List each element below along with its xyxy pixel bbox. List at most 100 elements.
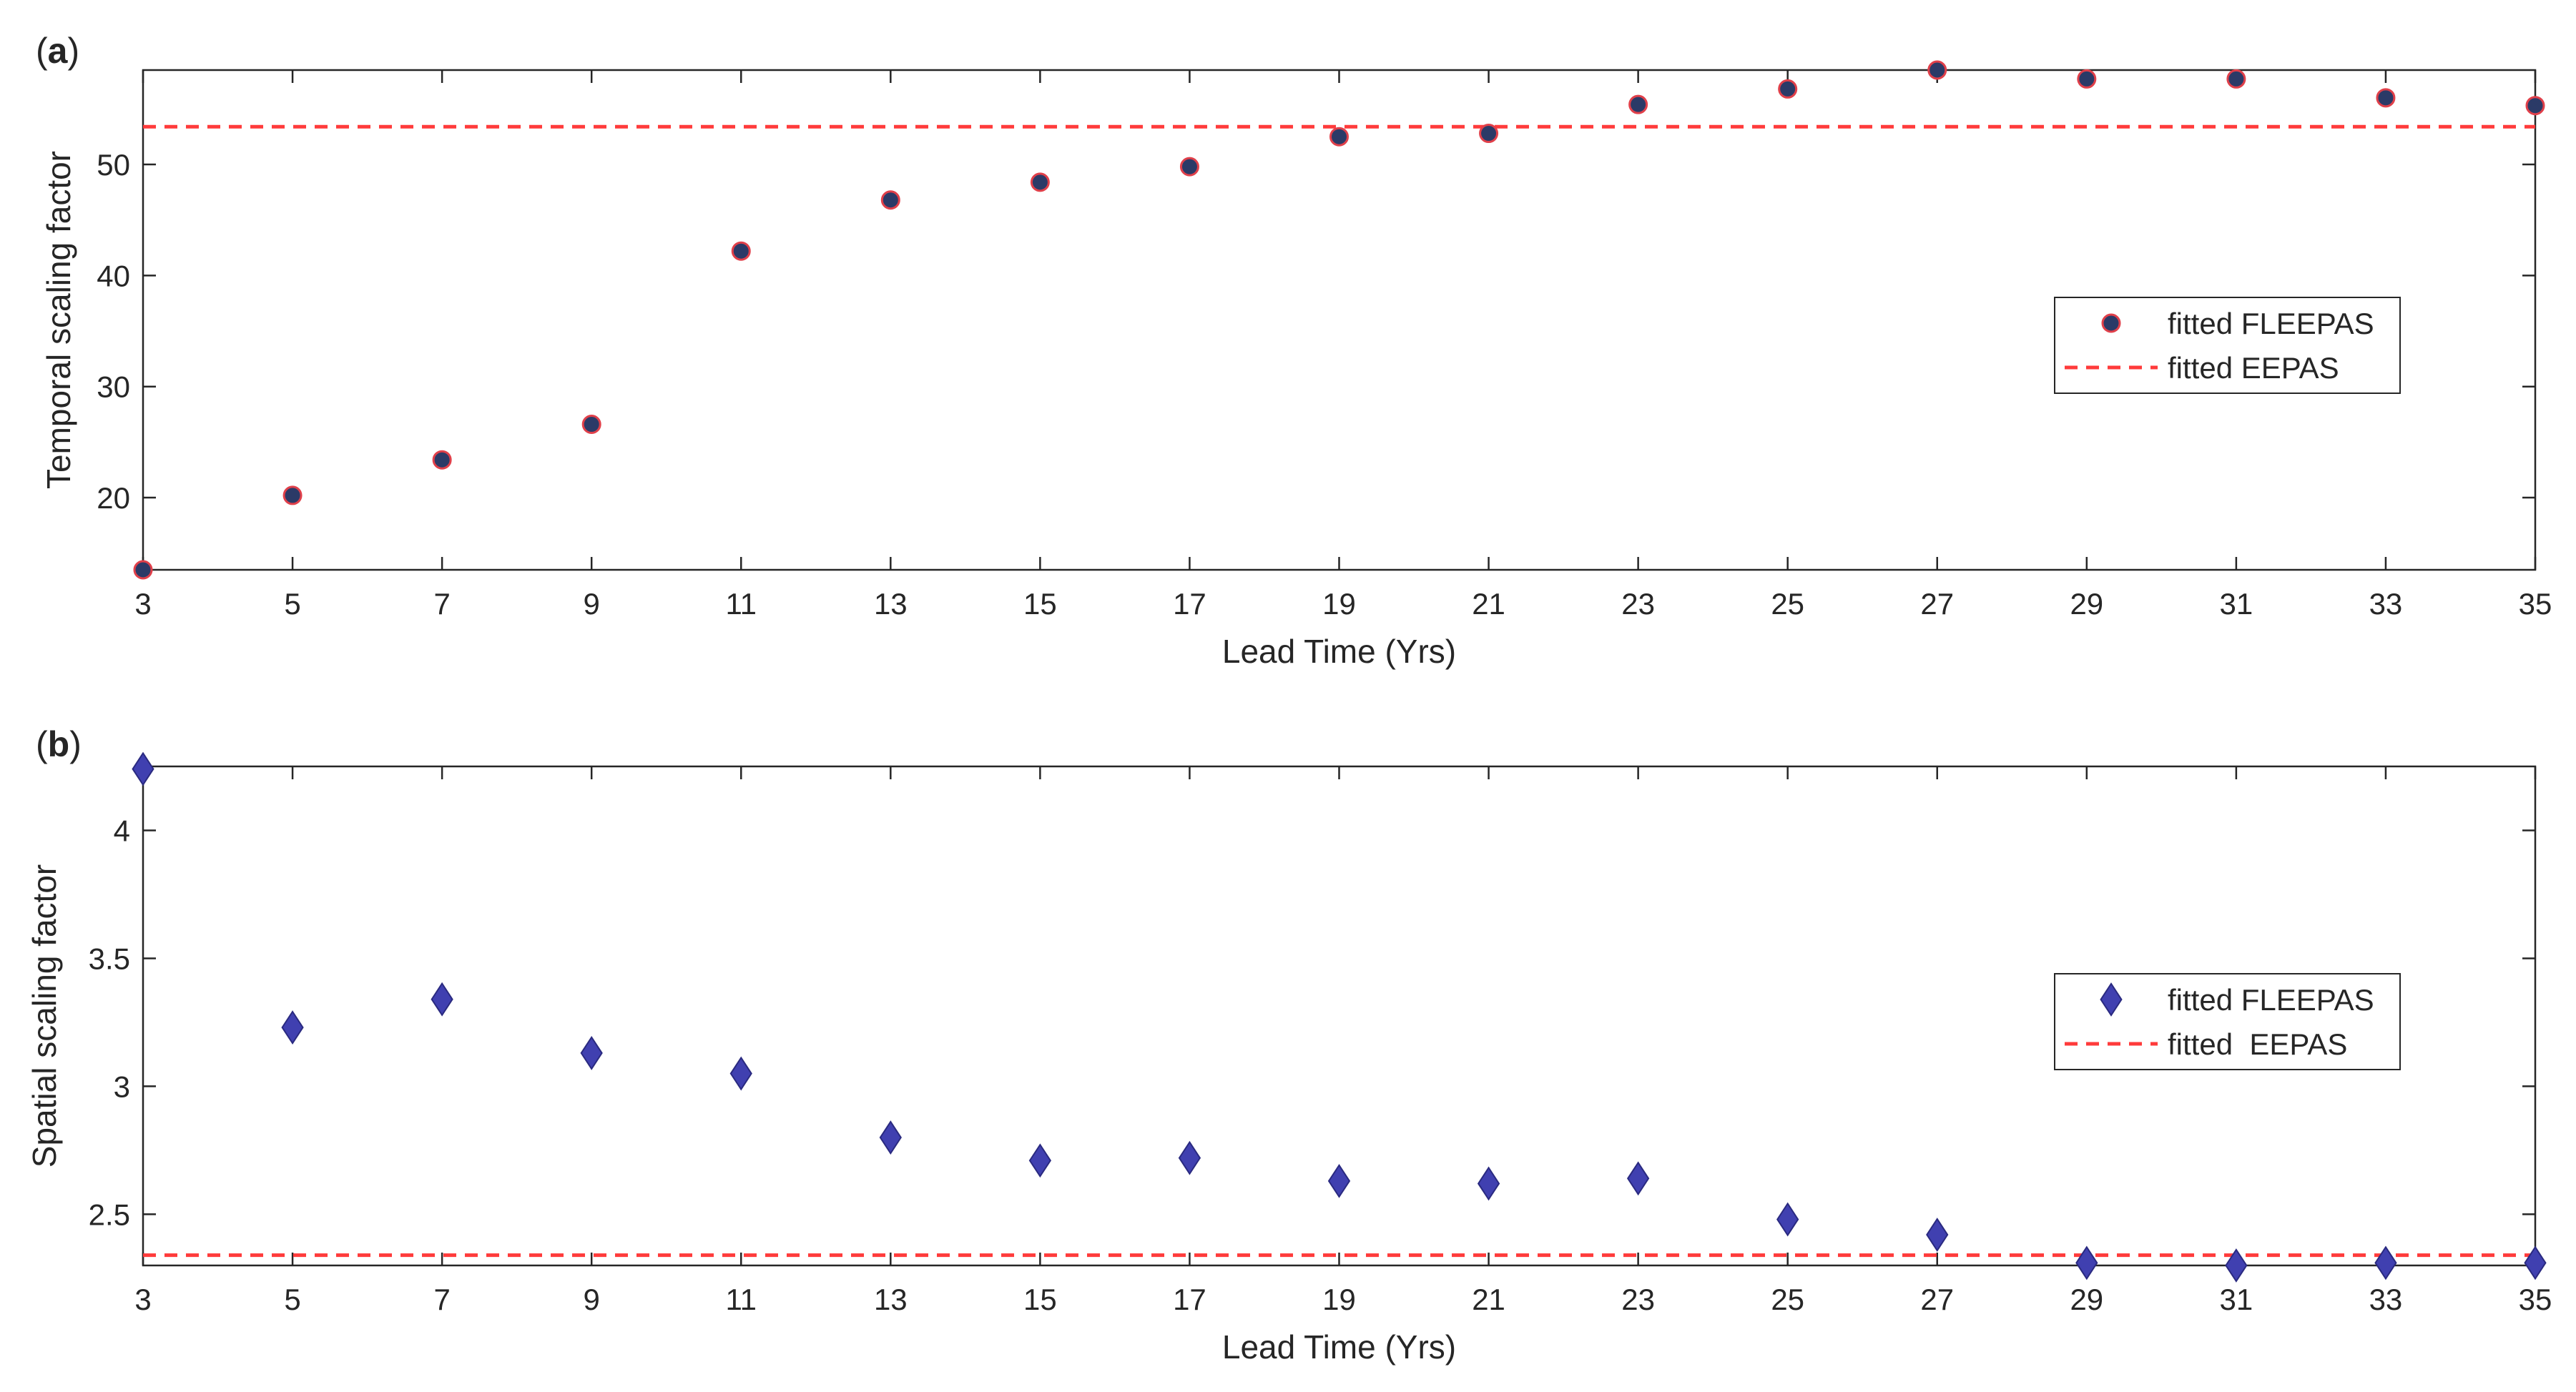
panel-a-x-tick-label: 19 <box>1322 587 1356 621</box>
panel-a: (a) 3 5 7 9 11 13 15 17 19 21 23 25 27 29 31 33 35203040… <box>36 31 2552 670</box>
panel-a-data-point <box>1927 60 1947 80</box>
panel-b-x-tick-label: 11 <box>725 1283 757 1316</box>
panel-a-x-tick-label: 5 <box>284 587 300 621</box>
panel-b-y-tick-label: 4 <box>114 814 130 847</box>
panel-b-data-point <box>431 982 453 1017</box>
panel-b-x-tick-label: 3 <box>134 1283 151 1316</box>
panel-a-legend-marker-fleepas <box>2101 313 2121 333</box>
panel-b-label: (b) <box>36 724 82 764</box>
panel-b-data-point <box>2225 1248 2248 1283</box>
panel-a-data-point <box>1628 94 1648 114</box>
panel-a-label: (a) <box>36 31 79 71</box>
panel-b-x-tick-label: 21 <box>1472 1283 1505 1316</box>
panel-a-y-tick-label: 50 <box>97 148 130 182</box>
panel-a-data-point <box>2525 96 2545 116</box>
panel-b-data-point <box>580 1035 603 1070</box>
panel-b-legend-marker-fleepas <box>2100 982 2123 1017</box>
panel-a-x-tick-label: 29 <box>2070 587 2103 621</box>
panel-b-x-axis-label: Lead Time (Yrs) <box>1222 1328 1456 1366</box>
panel-a-x-tick-label: 27 <box>1920 587 1954 621</box>
panel-a-data-point <box>1030 172 1050 192</box>
panel-a-legend-box <box>2054 297 2401 394</box>
panel-a-data-point <box>2226 69 2246 89</box>
panel-a-x-tick-label: 11 <box>725 587 757 621</box>
panel-b-data-point <box>1178 1140 1201 1175</box>
panel-a-x-tick-label: 35 <box>2519 587 2552 621</box>
panel-b-x-tick-label: 23 <box>1621 1283 1655 1316</box>
panel-b-y-tick-label: 2.5 <box>89 1198 130 1231</box>
panel-b-data-point <box>1477 1166 1500 1201</box>
panel-a-x-tick-label: 25 <box>1771 587 1804 621</box>
panel-b-x-tick-label: 27 <box>1920 1283 1954 1316</box>
panel-a-legend: fitted FLEEPAS fitted EEPAS <box>2054 297 2401 394</box>
panel-b-x-tick-label: 15 <box>1023 1283 1057 1316</box>
panel-b-x-tick-label: 33 <box>2369 1283 2403 1316</box>
panel-a-x-tick-label: 21 <box>1472 587 1505 621</box>
panel-a-x-tick-label: 9 <box>584 587 600 621</box>
panel-b-data-point <box>1028 1143 1052 1178</box>
panel-a-x-tick-label: 3 <box>134 587 151 621</box>
panel-a-legend-label-fleepas: fitted FLEEPAS <box>2168 307 2374 340</box>
panel-a-data-point <box>1479 124 1499 144</box>
panel-b-x-tick-label: 25 <box>1771 1283 1804 1316</box>
panel-a-x-tick-label: 7 <box>433 587 450 621</box>
panel-a-data-point <box>2077 69 2097 89</box>
panel-b-data-point <box>729 1056 752 1091</box>
panel-b-data-point <box>1327 1163 1351 1198</box>
panel-b-data-point <box>2374 1245 2397 1280</box>
panel-b-x-tick-label: 29 <box>2070 1283 2103 1316</box>
panel-a-legend-label-eepas: fitted EEPAS <box>2168 351 2339 385</box>
panel-b-data-point <box>879 1120 902 1155</box>
panel-b: (b) 3 5 7 9 11 13 15 17 19 21 23 25 27 29 31 33 352.533.… <box>26 724 2552 1366</box>
panel-b-legend-label-eepas: fitted EEPAS <box>2168 1027 2347 1061</box>
panel-a-fleepas-series <box>133 60 2545 580</box>
panel-a-x-tick-label: 17 <box>1173 587 1206 621</box>
panel-b-data-point <box>1926 1218 1949 1252</box>
panel-a-x-tick-label: 15 <box>1023 587 1057 621</box>
panel-b-y-tick-label: 3.5 <box>89 942 130 975</box>
panel-a-data-point <box>432 450 452 470</box>
panel-a-y-tick-label: 40 <box>97 259 130 292</box>
panel-b-fleepas-series <box>132 751 2547 1283</box>
panel-b-x-tick-label: 5 <box>284 1283 300 1316</box>
panel-b-y-tick-label: 3 <box>114 1070 130 1103</box>
panel-b-x-tick-label: 13 <box>874 1283 908 1316</box>
panel-a-data-point <box>880 190 900 210</box>
panel-a-data-point <box>282 485 303 505</box>
panel-a-x-tick-label: 13 <box>874 587 908 621</box>
panel-a-x-tick-label: 31 <box>2220 587 2253 621</box>
panel-b-x-tick-label: 19 <box>1322 1283 1356 1316</box>
panel-b-y-axis-label: Spatial scaling factor <box>26 864 63 1168</box>
panel-b-letter: b <box>48 724 70 764</box>
panel-a-y-tick-label: 20 <box>97 481 130 515</box>
panel-b-legend: fitted FLEEPAS fitted EEPAS <box>2054 973 2401 1070</box>
panel-a-data-point <box>731 241 751 261</box>
panel-a-x-tick-label: 23 <box>1621 587 1655 621</box>
panel-b-legend-label-fleepas: fitted FLEEPAS <box>2168 983 2374 1017</box>
panel-a-data-point <box>1778 79 1798 99</box>
panel-a-data-point <box>1179 157 1199 177</box>
panel-a-x-tick-label: 33 <box>2369 587 2403 621</box>
panel-b-ticks: 3 5 7 9 11 13 15 17 19 21 23 25 27 29 31 33 352.533.54 <box>89 766 2552 1316</box>
panel-b-data-point <box>281 1010 304 1045</box>
panel-a-x-axis-label: Lead Time (Yrs) <box>1222 633 1456 670</box>
panel-a-letter: a <box>48 31 69 71</box>
panel-a-data-point <box>2376 88 2396 108</box>
panel-b-x-tick-label: 7 <box>433 1283 450 1316</box>
panel-a-data-point <box>1329 127 1349 147</box>
panel-a-data-point <box>133 560 153 580</box>
panel-b-data-point <box>1776 1202 1799 1237</box>
panel-a-data-point <box>581 415 601 435</box>
panel-b-x-tick-label: 9 <box>584 1283 600 1316</box>
panel-b-data-point <box>1626 1161 1650 1196</box>
panel-a-y-axis-label: Temporal scaling factor <box>40 151 77 489</box>
panel-b-data-point <box>2075 1245 2098 1280</box>
panel-b-data-point <box>132 751 154 786</box>
panel-b-x-tick-label: 17 <box>1173 1283 1206 1316</box>
panel-b-x-tick-label: 31 <box>2220 1283 2253 1316</box>
panel-a-y-tick-label: 30 <box>97 370 130 404</box>
panel-b-x-tick-label: 35 <box>2519 1283 2552 1316</box>
